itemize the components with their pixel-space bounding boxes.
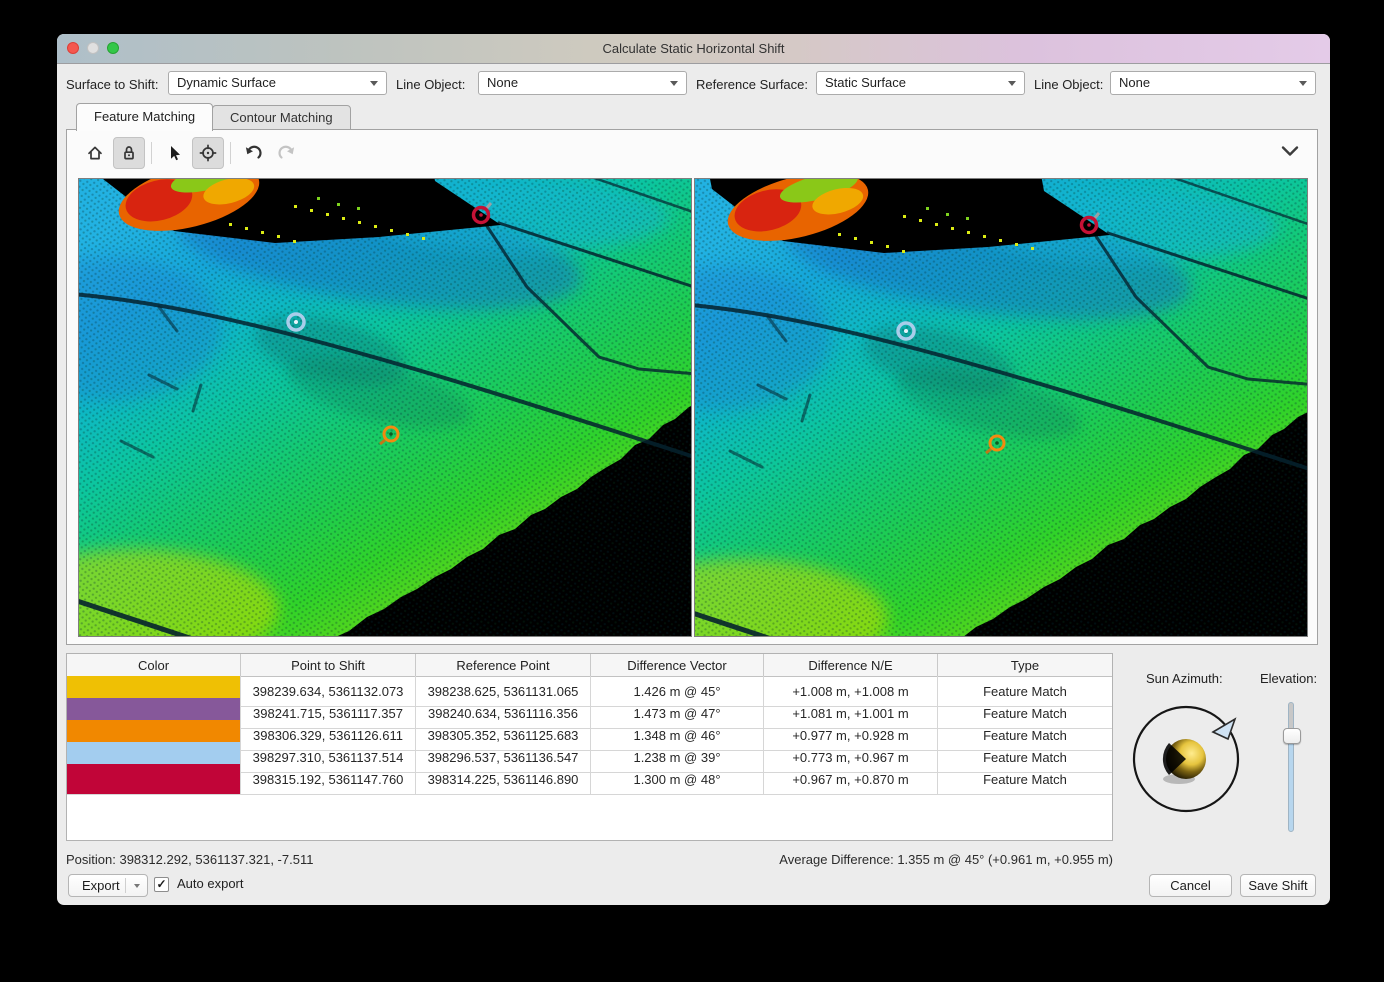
- export-button[interactable]: Export: [68, 874, 148, 897]
- cursor-icon: [171, 146, 180, 161]
- home-icon: [88, 146, 102, 160]
- auto-export-checkbox[interactable]: ✓: [154, 877, 169, 892]
- surface-to-shift-value: Dynamic Surface: [177, 75, 276, 90]
- surface-view-to-shift[interactable]: [78, 178, 692, 637]
- elevation-slider-handle[interactable]: [1283, 728, 1301, 744]
- reference-surface-label: Reference Surface:: [696, 77, 809, 92]
- col-header-color[interactable]: Color: [67, 654, 241, 677]
- table-cell[interactable]: 1.238 m @ 39°: [591, 742, 764, 773]
- redo-button[interactable]: [271, 137, 303, 169]
- lock-views-button[interactable]: [113, 137, 145, 169]
- line-object-2-label: Line Object:: [1034, 77, 1104, 92]
- save-shift-button[interactable]: Save Shift: [1240, 874, 1316, 897]
- table-cell[interactable]: 398238.625, 5361131.065: [416, 676, 591, 707]
- col-header-type[interactable]: Type: [938, 654, 1112, 677]
- minimize-button[interactable]: [87, 42, 99, 54]
- zoom-button[interactable]: [107, 42, 119, 54]
- sun-azimuth-label: Sun Azimuth:: [1146, 671, 1223, 686]
- crosshair-target-icon: [199, 144, 217, 162]
- color-swatch: [67, 764, 240, 794]
- col-header-point-to-shift[interactable]: Point to Shift: [241, 654, 416, 677]
- average-difference-readout: Average Difference: 1.355 m @ 45° (+0.96…: [779, 852, 1113, 867]
- table-cell[interactable]: 398315.192, 5361147.760: [241, 764, 416, 795]
- reference-surface-select[interactable]: Static Surface: [816, 71, 1025, 95]
- line-object-1-label: Line Object:: [396, 77, 466, 92]
- table-row-color[interactable]: [67, 764, 241, 795]
- line-object-1-select[interactable]: None: [478, 71, 687, 95]
- title-bar[interactable]: Calculate Static Horizontal Shift: [57, 34, 1330, 64]
- undo-icon: [245, 145, 262, 159]
- table-cell[interactable]: 398240.634, 5361116.356: [416, 698, 591, 729]
- surface-to-shift-select[interactable]: Dynamic Surface: [168, 71, 387, 95]
- col-header-difference-vector[interactable]: Difference Vector: [591, 654, 764, 677]
- tab-feature-matching[interactable]: Feature Matching: [76, 103, 214, 131]
- elevation-slider-track[interactable]: [1288, 702, 1294, 832]
- viewer-toolbar: [79, 137, 305, 169]
- toolbar-separator: [151, 142, 152, 164]
- dialog-calculate-static-horizontal-shift: Calculate Static Horizontal Shift Surfac…: [57, 34, 1330, 905]
- line-object-2-select[interactable]: None: [1110, 71, 1316, 95]
- close-button[interactable]: [67, 42, 79, 54]
- surface-view-reference[interactable]: [694, 178, 1308, 637]
- line-object-1-value: None: [487, 75, 519, 90]
- reference-surface-value: Static Surface: [825, 75, 906, 90]
- table-cell[interactable]: +0.977 m, +0.928 m: [764, 720, 938, 751]
- chevron-down-icon: [370, 81, 378, 86]
- table-cell[interactable]: +1.081 m, +1.001 m: [764, 698, 938, 729]
- table-cell[interactable]: +0.773 m, +0.967 m: [764, 742, 938, 773]
- chevron-down-icon: [134, 884, 140, 888]
- table-cell[interactable]: Feature Match: [938, 676, 1112, 707]
- table-cell[interactable]: 1.426 m @ 45°: [591, 676, 764, 707]
- chevron-down-icon: [1299, 81, 1307, 86]
- pick-feature-tool-button[interactable]: [192, 137, 224, 169]
- cancel-button[interactable]: Cancel: [1149, 874, 1232, 897]
- table-cell[interactable]: Feature Match: [938, 764, 1112, 795]
- chevron-down-icon: [1008, 81, 1016, 86]
- cursor-position-readout: Position: 398312.292, 5361137.321, -7.51…: [66, 852, 314, 867]
- export-button-label: Export: [82, 878, 120, 893]
- table-cell[interactable]: 398296.537, 5361136.547: [416, 742, 591, 773]
- window-title: Calculate Static Horizontal Shift: [602, 41, 785, 56]
- elevation-label: Elevation:: [1260, 671, 1318, 686]
- home-view-button[interactable]: [79, 137, 111, 169]
- collapse-toolbar-button[interactable]: [1277, 140, 1303, 162]
- surface-to-shift-label: Surface to Shift:: [66, 77, 159, 92]
- table-cell[interactable]: +1.008 m, +1.008 m: [764, 676, 938, 707]
- table-cell[interactable]: 398297.310, 5361137.514: [241, 742, 416, 773]
- table-cell[interactable]: 398241.715, 5361117.357: [241, 698, 416, 729]
- toolbar-separator: [230, 142, 231, 164]
- table-cell[interactable]: +0.967 m, +0.870 m: [764, 764, 938, 795]
- table-cell[interactable]: 398306.329, 5361126.611: [241, 720, 416, 751]
- tab-contour-matching[interactable]: Contour Matching: [212, 105, 351, 130]
- table-cell[interactable]: Feature Match: [938, 742, 1112, 773]
- table-cell[interactable]: Feature Match: [938, 720, 1112, 751]
- table-cell[interactable]: 1.348 m @ 46°: [591, 720, 764, 751]
- redo-icon: [278, 145, 295, 159]
- feature-matching-panel: [66, 129, 1318, 645]
- table-cell[interactable]: Feature Match: [938, 698, 1112, 729]
- table-cell[interactable]: 398314.225, 5361146.890: [416, 764, 591, 795]
- undo-button[interactable]: [237, 137, 269, 169]
- sun-azimuth-control[interactable]: [1129, 702, 1243, 816]
- table-cell[interactable]: 398239.634, 5361132.073: [241, 676, 416, 707]
- select-tool-button[interactable]: [158, 137, 190, 169]
- feature-match-table[interactable]: Color Point to Shift Reference Point Dif…: [66, 653, 1113, 841]
- col-header-reference-point[interactable]: Reference Point: [416, 654, 591, 677]
- line-object-2-value: None: [1119, 75, 1151, 90]
- chevron-down-icon: [1281, 145, 1299, 156]
- table-cell[interactable]: 1.473 m @ 47°: [591, 698, 764, 729]
- auto-export-label: Auto export: [177, 876, 244, 891]
- table-cell[interactable]: 1.300 m @ 48°: [591, 764, 764, 795]
- lock-icon: [124, 146, 134, 160]
- sun-azimuth-arrow[interactable]: [1211, 717, 1237, 741]
- table-cell[interactable]: 398305.352, 5361125.683: [416, 720, 591, 751]
- chevron-down-icon: [670, 81, 678, 86]
- col-header-difference-ne[interactable]: Difference N/E: [764, 654, 938, 677]
- export-split-divider: [125, 878, 126, 893]
